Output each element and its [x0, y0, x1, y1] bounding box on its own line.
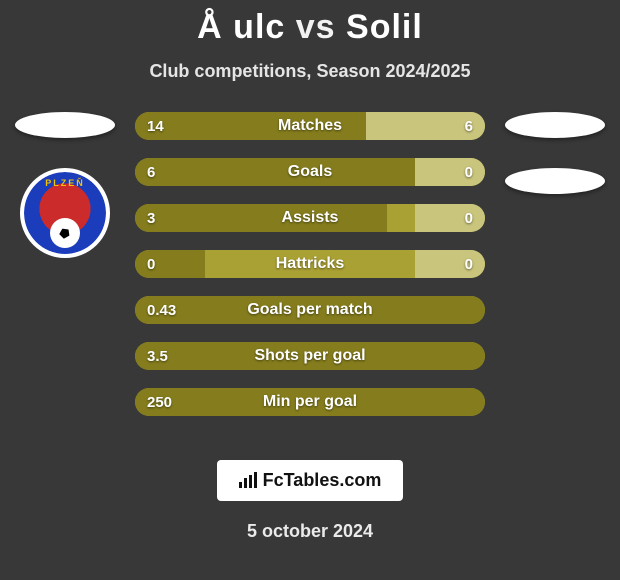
stat-bar: Hattricks0 0: [135, 250, 485, 278]
stat-bar: Assists3 0: [135, 204, 485, 232]
stat-bar-label: Hattricks: [135, 250, 485, 278]
stat-bar-right-value: 0: [465, 158, 473, 186]
stat-bar-label: Goals: [135, 158, 485, 186]
stat-bar: Matches14 6: [135, 112, 485, 140]
club-1-badge-ball-icon: [50, 218, 80, 248]
stat-bars: Matches146Goals60Assists30Hattricks00Goa…: [135, 112, 485, 416]
club-1-badge-text: PLZEŇ: [24, 178, 106, 188]
stat-bar: Goals6 0: [135, 158, 485, 186]
stat-bar-left-value: 3: [147, 204, 155, 232]
title-vs: vs: [296, 8, 336, 46]
stat-bar-left-value: 250: [147, 388, 172, 416]
stat-bar-left-value: 6: [147, 158, 155, 186]
stat-bar-label: Assists: [135, 204, 485, 232]
brand-label: FcTables.com: [263, 470, 382, 490]
player-2-photo-placeholder: [505, 112, 605, 138]
stat-bar-label: Goals per match: [135, 296, 485, 324]
comparison-content: PLZEŇ Matches146Goals60Assists30Hattrick…: [0, 112, 620, 442]
player-right-name: Solil: [346, 8, 423, 46]
bar-chart-icon: [239, 472, 257, 488]
date: 5 october 2024: [0, 521, 620, 542]
page-title: Å ulc vs Solil: [0, 0, 620, 47]
stat-bar-right-value: 6: [465, 112, 473, 140]
stat-bar-right-value: 0: [465, 204, 473, 232]
stat-bar-label: Shots per goal: [135, 342, 485, 370]
player-1-photo-placeholder: [15, 112, 115, 138]
stat-bar-left-value: 0: [147, 250, 155, 278]
stat-bar-left-value: 3.5: [147, 342, 168, 370]
subtitle: Club competitions, Season 2024/2025: [0, 61, 620, 82]
brand-box: FcTables.com: [217, 460, 404, 501]
stat-bar: Min per goal250: [135, 388, 485, 416]
stat-bar: Shots per goal3.5: [135, 342, 485, 370]
footer: FcTables.com: [0, 460, 620, 501]
stat-bar-left-value: 14: [147, 112, 164, 140]
stat-bar-label: Min per goal: [135, 388, 485, 416]
stat-bar-left-value: 0.43: [147, 296, 176, 324]
left-column: PLZEŇ: [10, 112, 120, 258]
stat-bar-right-value: 0: [465, 250, 473, 278]
stat-bar: Goals per match0.43: [135, 296, 485, 324]
club-2-badge-placeholder: [505, 168, 605, 194]
stat-bar-label: Matches: [135, 112, 485, 140]
right-column: [500, 112, 610, 194]
player-left-name: Å ulc: [197, 8, 285, 46]
club-1-badge: PLZEŇ: [20, 168, 110, 258]
